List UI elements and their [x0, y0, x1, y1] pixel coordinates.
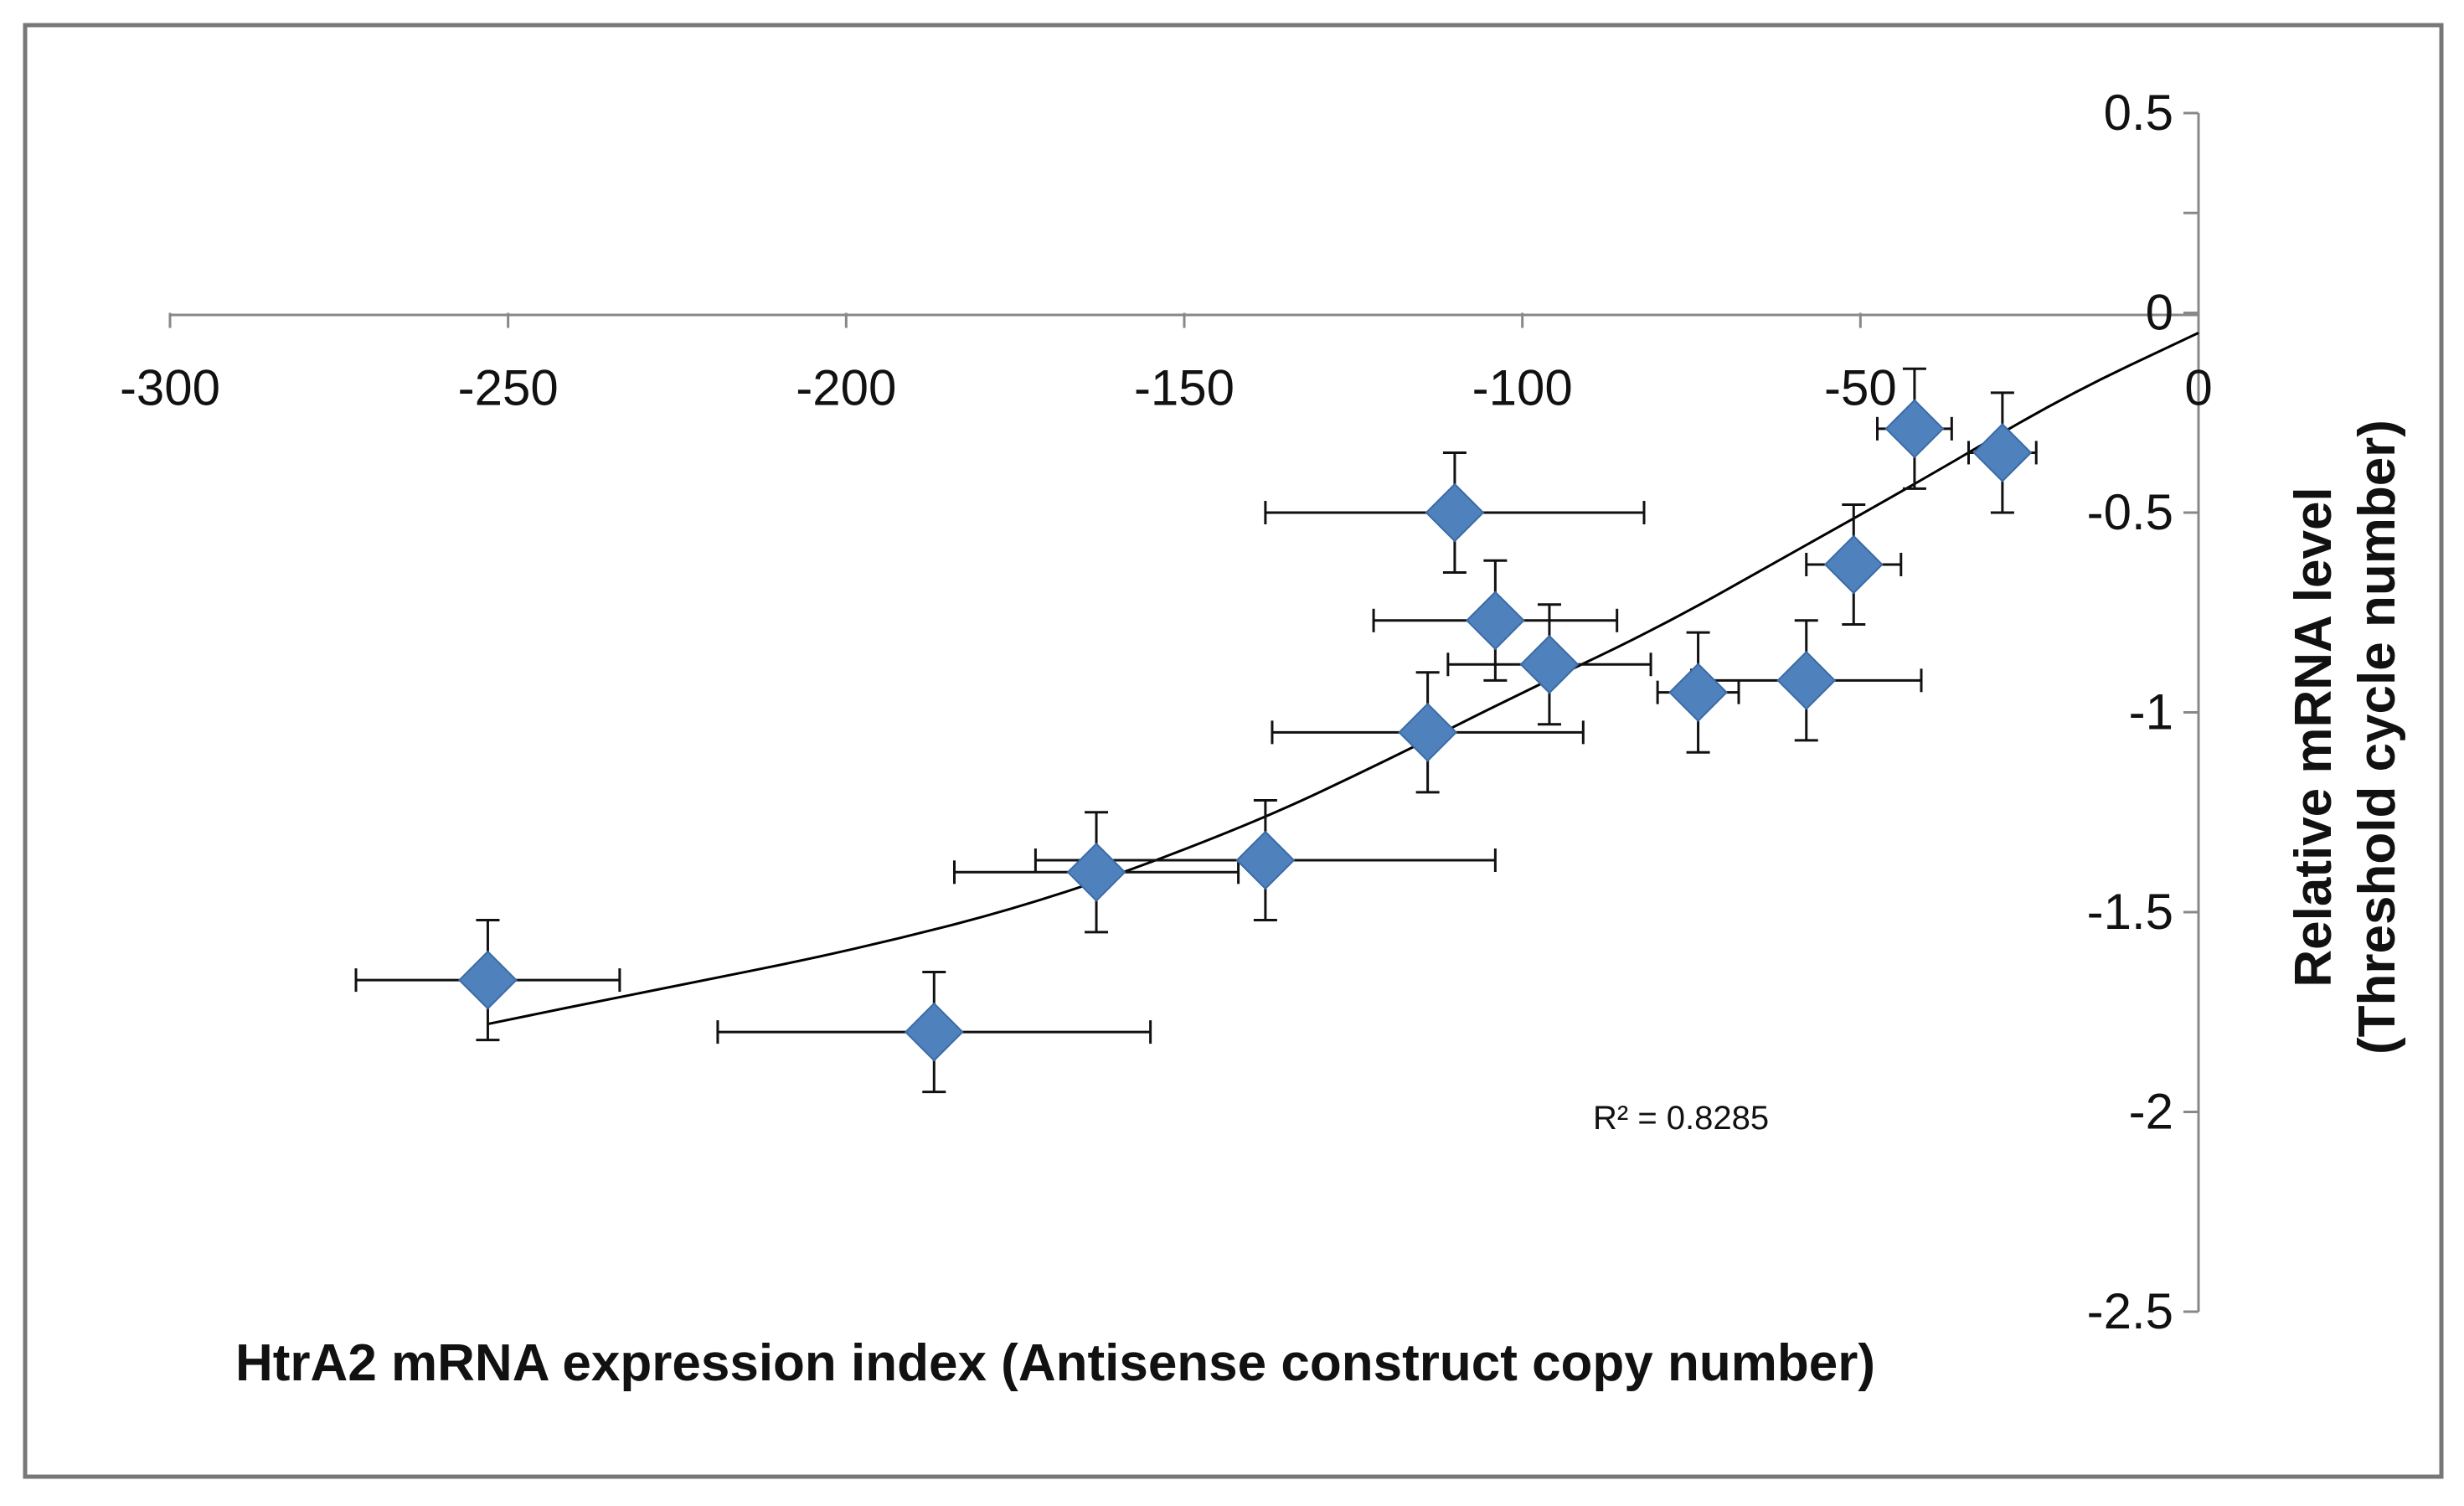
y-tick-label: 0 — [2146, 285, 2173, 341]
x-tick-label: -100 — [1472, 360, 1573, 416]
data-point-diamond — [1884, 399, 1945, 459]
x-tick-label: -200 — [796, 360, 896, 416]
data-point-diamond — [1668, 663, 1728, 723]
y-tick-labels: 0.5 0 -0.5 -1 -1.5 -2 -2.5 — [2087, 85, 2173, 1339]
chart-border — [23, 23, 2444, 1479]
y-ticks — [2183, 111, 2199, 1313]
data-point-diamond — [458, 950, 518, 1010]
r-squared-annotation: R² = 0.8285 — [1593, 1100, 1769, 1137]
x-ticks — [168, 312, 2200, 328]
y-tick-label: -0.5 — [2087, 484, 2173, 540]
data-point-diamond — [1465, 591, 1525, 651]
y-axis-title: Relative mRNA level (Threshold cycle num… — [2285, 420, 2406, 1055]
x-tick-label: 0 — [2184, 360, 2212, 416]
y-tick-label: -1 — [2129, 684, 2173, 740]
data-point-diamond — [1235, 830, 1296, 890]
data-point-diamond — [1519, 634, 1580, 694]
x-tick-labels: -300 -250 -200 -150 -100 -50 0 — [120, 360, 2213, 416]
data-point-diamond — [1776, 650, 1837, 710]
x-axis-title: HtrA2 mRNA expression index (Antisense c… — [235, 1334, 1875, 1392]
y-tick-label: -2.5 — [2087, 1283, 2173, 1339]
y-tick-label: -2 — [2129, 1084, 2173, 1140]
y-axis-title-line-2: (Threshold cycle number) — [2348, 420, 2406, 1055]
x-tick-label: -300 — [120, 360, 220, 416]
y-axis-title-line-1: Relative mRNA level — [2285, 487, 2343, 987]
data-point-diamond — [1972, 423, 2033, 482]
data-point-diamond — [904, 1002, 964, 1062]
x-tick-label: -50 — [1824, 360, 1897, 416]
x-tick-label: -250 — [458, 360, 559, 416]
data-point-diamond — [1425, 482, 1485, 543]
y-tick-label: 0.5 — [2104, 85, 2173, 141]
data-point-diamond — [1066, 842, 1126, 902]
data-point-diamond — [1823, 534, 1884, 595]
data-markers — [458, 399, 2033, 1062]
x-tick-label: -150 — [1134, 360, 1235, 416]
data-point-diamond — [1398, 702, 1458, 762]
y-tick-label: -1.5 — [2087, 884, 2173, 940]
